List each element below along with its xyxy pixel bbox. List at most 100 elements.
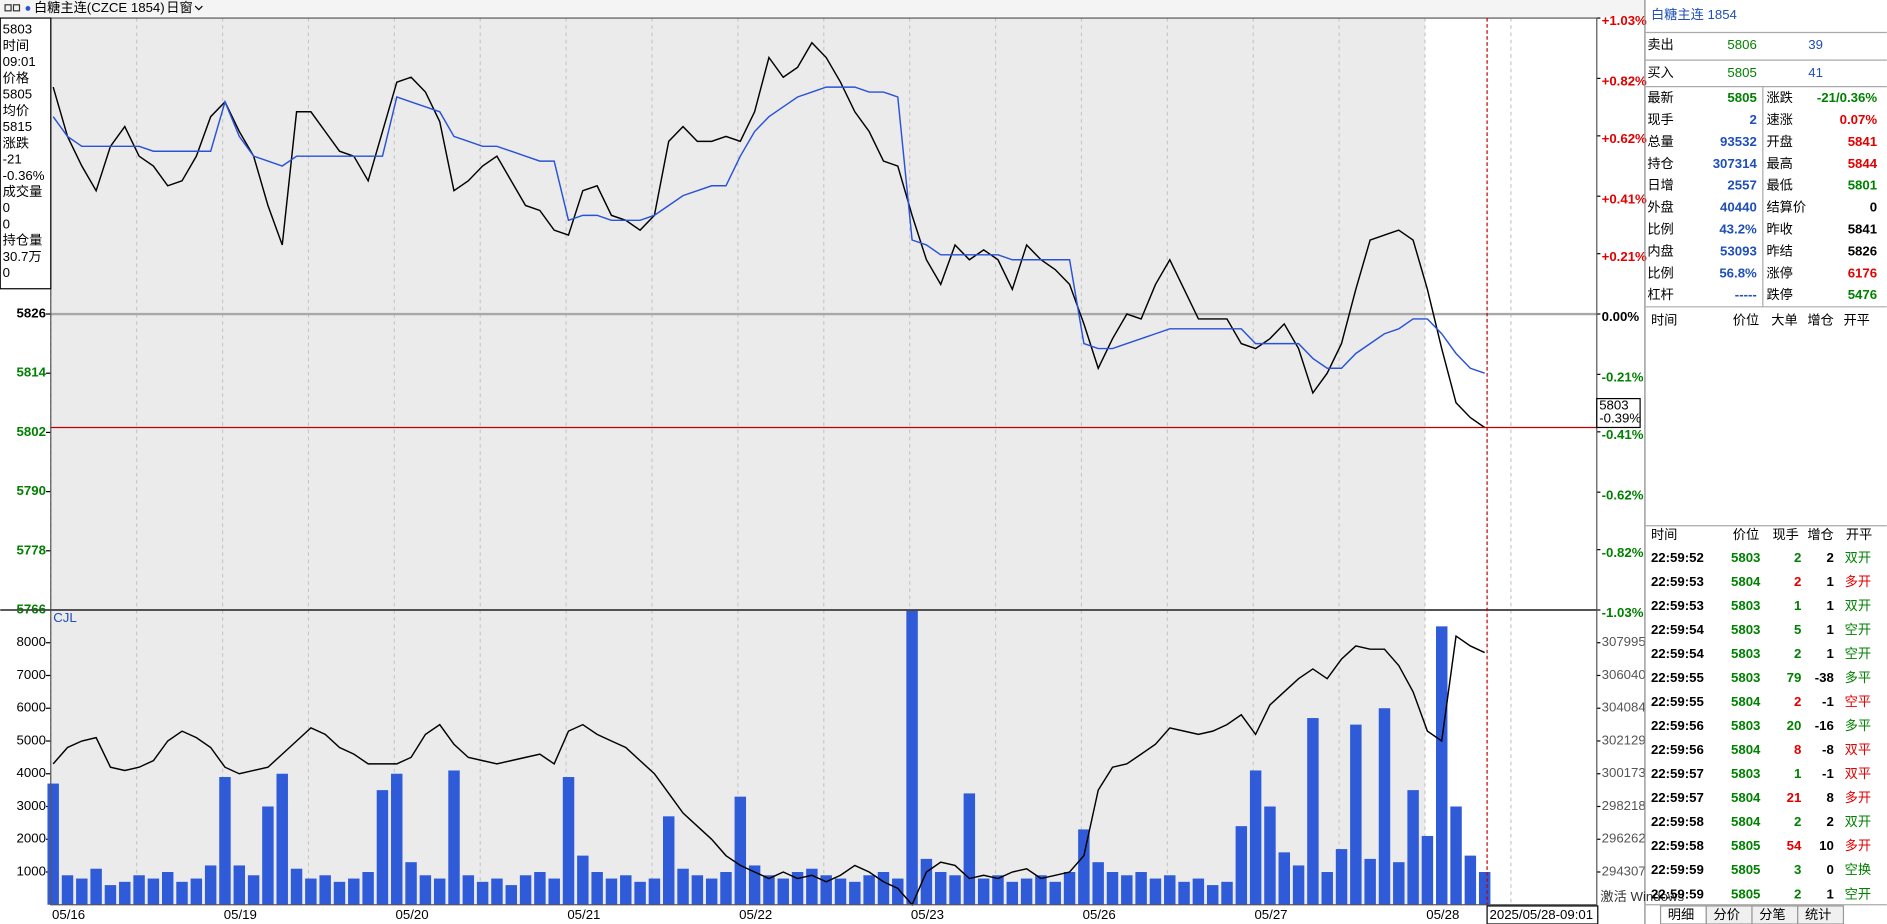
- quote-value: -21/0.36%: [1817, 90, 1878, 105]
- y2-tick-label: 307995: [1602, 634, 1646, 649]
- volume-bar: [233, 865, 246, 905]
- quote-value: 0: [1870, 200, 1877, 215]
- tab-label[interactable]: 分笔: [1759, 907, 1785, 922]
- quote-value: 40440: [1720, 200, 1757, 215]
- tick-volume: 1: [1794, 598, 1801, 613]
- volume-bar: [720, 871, 732, 905]
- tick-time: 22:59:58: [1651, 814, 1704, 829]
- volume-bar: [1106, 871, 1119, 905]
- tab-label[interactable]: 分价: [1714, 907, 1740, 922]
- y-tick-label: 2000: [17, 831, 46, 846]
- cursor-time: 2025/05/28-09:01: [1489, 907, 1593, 922]
- ticks-header: 增仓: [1807, 527, 1833, 542]
- y-tick-label: 5766: [17, 601, 46, 616]
- volume-bar: [977, 878, 990, 905]
- volume-bar: [448, 770, 460, 905]
- volume-bar: [1278, 852, 1290, 905]
- x-tick-label: 05/27: [1254, 907, 1287, 922]
- tick-price: 5803: [1731, 718, 1760, 733]
- big-order-header: 价位: [1733, 313, 1759, 328]
- tick-time: 22:59:59: [1651, 862, 1704, 877]
- tick-volume: 2: [1794, 886, 1801, 901]
- volume-bar: [247, 875, 260, 905]
- tick-volume: 2: [1794, 814, 1801, 829]
- volume-bar: [634, 881, 646, 905]
- toolbar: [0, 0, 1645, 17]
- tab-label[interactable]: 统计: [1805, 907, 1831, 922]
- info-box: [0, 17, 52, 290]
- tick-time: 22:59:55: [1651, 670, 1704, 685]
- toolbar-icon: [12, 4, 21, 12]
- toolbar-symbol[interactable]: 白糖主连(CZCE 1854): [34, 0, 165, 15]
- volume-bar: [1307, 718, 1319, 905]
- tick-volume: 20: [1787, 718, 1802, 733]
- tick-type: 双开: [1845, 814, 1871, 829]
- volume-bar: [834, 878, 847, 905]
- volume-bar: [290, 868, 303, 905]
- info-item: 均价: [3, 103, 29, 118]
- volume-bar: [562, 777, 575, 905]
- tick-volume: 1: [1794, 766, 1801, 781]
- info-item: 0: [3, 200, 10, 215]
- tick-oi-change: -8: [1822, 742, 1834, 757]
- quote-label: 比例: [1647, 265, 1673, 280]
- tick-time: 22:59:56: [1651, 718, 1704, 733]
- volume-bar: [1192, 878, 1205, 905]
- y2-tick-label: 302129: [1602, 732, 1646, 747]
- volume-bar: [763, 875, 775, 905]
- quote-value: 2557: [1727, 178, 1756, 193]
- info-item: 持仓量: [3, 233, 43, 248]
- tab[interactable]: [1797, 905, 1845, 924]
- tick-price: 5803: [1731, 598, 1760, 613]
- big-order-header: 时间: [1651, 313, 1677, 328]
- info-item: -21: [3, 152, 22, 167]
- volume-bar: [476, 881, 489, 905]
- tick-price: 5804: [1731, 790, 1761, 805]
- tick-time: 22:59:54: [1651, 622, 1705, 637]
- y2-tick-label: -0.82%: [1602, 545, 1644, 560]
- quote-value: 0.07%: [1840, 112, 1878, 127]
- volume-bar: [1421, 835, 1434, 905]
- toolbar-dot: [25, 6, 31, 11]
- volume-bar: [849, 881, 861, 905]
- volume-bar: [433, 878, 446, 905]
- volume-bar: [1364, 858, 1376, 905]
- tick-oi-change: -16: [1815, 718, 1834, 733]
- y2-tick-label: -0.41%: [1602, 427, 1644, 442]
- volume-bar: [519, 875, 532, 905]
- quote-value: -----: [1735, 287, 1757, 302]
- volume-bar: [992, 875, 1004, 905]
- x-tick-label: 05/16: [52, 907, 85, 922]
- tick-oi-change: -1: [1822, 766, 1834, 781]
- volume-bar: [1121, 875, 1133, 905]
- volume-bar: [1264, 806, 1276, 905]
- volume-bar: [1249, 770, 1262, 905]
- volume-bar: [333, 881, 346, 905]
- tab-label[interactable]: 明细: [1668, 907, 1694, 922]
- tick-price: 5805: [1731, 886, 1760, 901]
- volume-bar: [462, 875, 475, 905]
- tick-price: 5804: [1731, 742, 1761, 757]
- tick-volume: 2: [1794, 550, 1801, 565]
- y-tick-label: 5802: [17, 424, 46, 439]
- book-label: 买入: [1647, 65, 1673, 80]
- y2-tick-label: 296262: [1602, 831, 1646, 846]
- cursor-price-box: [1596, 397, 1641, 429]
- volume-bar: [1221, 881, 1233, 905]
- volume-bar: [892, 878, 904, 905]
- tick-price: 5803: [1731, 550, 1760, 565]
- quote-label: 外盘: [1647, 199, 1673, 215]
- volume-bar: [1020, 878, 1033, 905]
- watermark: 激活 Windows: [1600, 889, 1684, 904]
- tick-volume: 2: [1794, 694, 1801, 709]
- toolbar-period[interactable]: 日窗: [166, 0, 192, 15]
- tick-type: 多平: [1845, 669, 1871, 685]
- volume-bar: [920, 858, 933, 905]
- quote-label: 最新: [1647, 90, 1673, 105]
- x-tick-label: 05/26: [1083, 907, 1116, 922]
- quote-label: 涨跌: [1766, 90, 1792, 105]
- quote-value: 307314: [1713, 156, 1758, 171]
- tick-volume: 79: [1787, 670, 1802, 685]
- tick-oi-change: 10: [1819, 838, 1834, 853]
